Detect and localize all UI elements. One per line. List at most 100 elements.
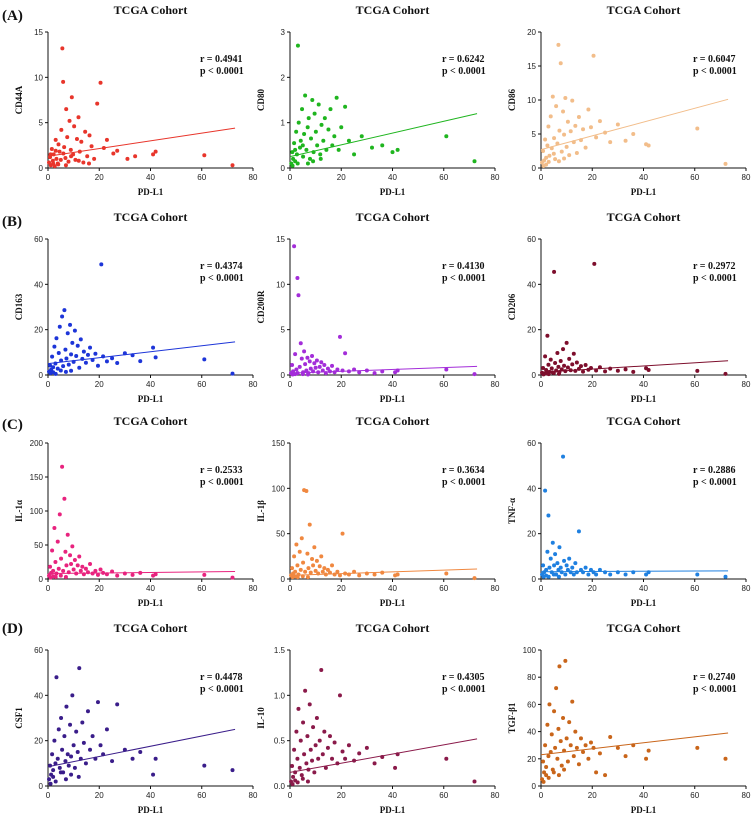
scatter-panel-tnf-: TCGA Cohort 0 20 40 60 80 0 20 40 60 PD-L1 TNF-α r =… bbox=[507, 414, 751, 608]
data-point bbox=[115, 360, 120, 365]
data-point bbox=[723, 574, 728, 579]
data-point bbox=[63, 347, 68, 352]
data-point bbox=[541, 365, 546, 370]
data-point bbox=[543, 743, 548, 748]
y-tick-label: 10 bbox=[527, 96, 536, 105]
data-point bbox=[390, 150, 395, 155]
data-point bbox=[104, 137, 109, 142]
data-point bbox=[546, 159, 551, 164]
data-point bbox=[71, 567, 76, 572]
regression-line bbox=[540, 360, 729, 373]
data-point bbox=[313, 365, 318, 370]
data-point bbox=[115, 573, 120, 578]
x-axis-label: PD-L1 bbox=[380, 805, 406, 815]
data-point bbox=[370, 145, 374, 150]
data-point bbox=[122, 571, 127, 576]
data-point bbox=[565, 365, 570, 370]
data-point bbox=[72, 124, 77, 129]
r-value: r = 0.2972 bbox=[693, 261, 735, 272]
data-point bbox=[298, 567, 303, 572]
data-point bbox=[546, 754, 551, 759]
data-point bbox=[323, 765, 328, 770]
data-point bbox=[299, 536, 304, 541]
x-tick-label: 0 bbox=[539, 791, 544, 800]
data-point bbox=[70, 693, 75, 698]
data-point bbox=[644, 756, 649, 761]
data-point bbox=[592, 261, 597, 266]
y-tick-label: 0 bbox=[281, 575, 286, 584]
p-value: p < 0.0001 bbox=[200, 477, 244, 488]
y-tick-label: 20 bbox=[34, 326, 43, 335]
data-point bbox=[312, 111, 317, 116]
data-point bbox=[695, 572, 700, 577]
data-point bbox=[292, 747, 297, 752]
data-point bbox=[60, 46, 65, 51]
data-point bbox=[60, 747, 65, 752]
x-axis-label: PD-L1 bbox=[631, 805, 657, 815]
data-point bbox=[50, 752, 55, 757]
data-point bbox=[111, 151, 116, 156]
x-tick-label: 0 bbox=[539, 173, 544, 182]
y-axis-label: CD200R bbox=[256, 290, 266, 323]
y-tick-label: 0 bbox=[532, 782, 537, 791]
data-point bbox=[309, 136, 314, 141]
x-tick-label: 40 bbox=[639, 173, 648, 182]
r-value: r = 0.4941 bbox=[200, 54, 242, 65]
data-point bbox=[72, 765, 77, 770]
data-point bbox=[65, 532, 70, 537]
data-point bbox=[588, 740, 593, 745]
data-point bbox=[565, 119, 570, 124]
y-tick-label: 50 bbox=[276, 530, 285, 539]
data-point bbox=[73, 157, 78, 162]
data-point bbox=[69, 562, 74, 567]
data-point bbox=[151, 152, 156, 157]
x-tick-label: 20 bbox=[337, 791, 346, 800]
data-point bbox=[79, 139, 84, 144]
x-tick-label: 0 bbox=[288, 584, 293, 593]
data-point bbox=[64, 356, 69, 361]
scatter-panel-tgf-1: TCGA Cohort 0 20 40 60 80 0 20 40 60 80 100 PD-L1 TGF… bbox=[507, 621, 751, 815]
scatter-panel-csf1: TCGA Cohort 0 20 40 60 80 0 20 40 60 PD-L1 CSF1 r = … bbox=[14, 621, 258, 815]
data-point bbox=[56, 351, 61, 356]
y-tick-label: 40 bbox=[34, 280, 43, 289]
data-point bbox=[63, 549, 68, 554]
data-point bbox=[292, 141, 297, 146]
panel-label: (D) bbox=[2, 621, 23, 637]
data-point bbox=[63, 759, 68, 764]
data-point bbox=[295, 756, 300, 761]
data-point bbox=[51, 768, 56, 773]
data-point bbox=[297, 765, 302, 770]
data-point bbox=[553, 360, 558, 365]
data-point bbox=[202, 763, 207, 768]
data-point bbox=[54, 156, 59, 161]
data-point bbox=[583, 565, 588, 570]
data-point bbox=[64, 563, 69, 568]
r-value: r = 0.2740 bbox=[693, 672, 735, 683]
data-point bbox=[554, 686, 559, 691]
r-value: r = 0.4305 bbox=[442, 672, 484, 683]
data-point bbox=[359, 134, 364, 139]
regression-line bbox=[289, 365, 478, 374]
data-point bbox=[623, 754, 628, 759]
y-tick-label: 3 bbox=[281, 28, 286, 37]
data-point bbox=[549, 366, 554, 371]
data-point bbox=[305, 125, 310, 130]
y-tick-label: 200 bbox=[30, 439, 44, 448]
data-point bbox=[340, 531, 345, 536]
x-axis-label: PD-L1 bbox=[138, 598, 164, 608]
data-point bbox=[307, 359, 312, 364]
x-tick-label: 40 bbox=[388, 173, 397, 182]
data-point bbox=[561, 347, 566, 352]
data-point bbox=[644, 572, 649, 577]
data-point bbox=[70, 340, 75, 345]
data-point bbox=[559, 570, 564, 575]
data-point bbox=[302, 349, 307, 354]
x-tick-label: 80 bbox=[249, 380, 258, 389]
regression-line bbox=[47, 127, 236, 157]
data-point bbox=[307, 702, 312, 707]
data-point bbox=[87, 133, 92, 138]
data-point bbox=[63, 574, 68, 579]
data-point bbox=[64, 704, 69, 709]
data-point bbox=[546, 124, 551, 129]
data-point bbox=[562, 767, 567, 772]
